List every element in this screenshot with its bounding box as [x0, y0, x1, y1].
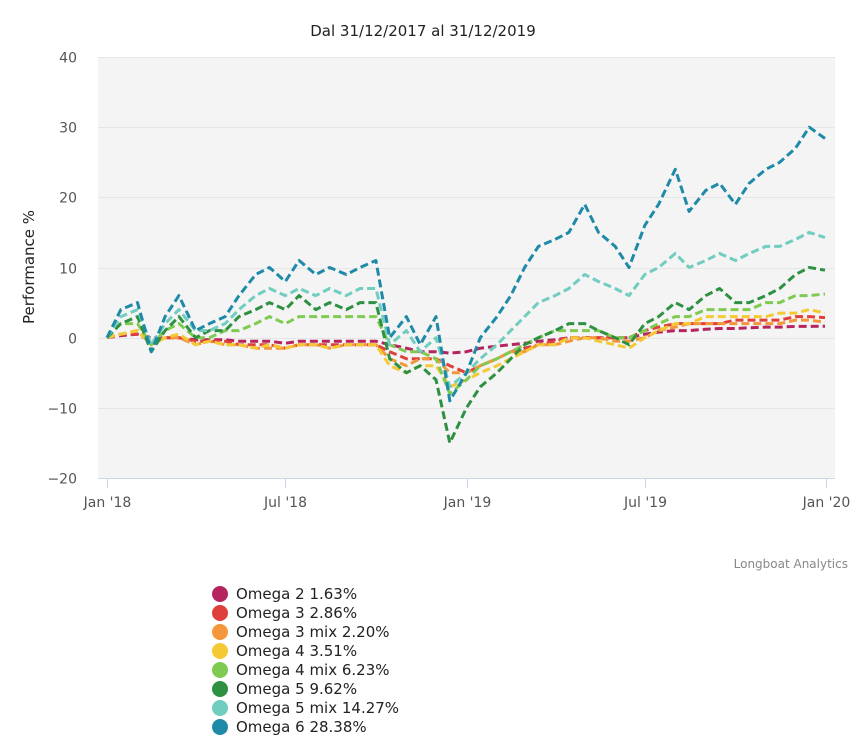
legend-label: Omega 5 9.62%	[236, 680, 357, 698]
x-axis-ticks: Jan '18 Jul '18 Jan '19 Jul '19 Jan '20	[83, 478, 851, 511]
y-axis-label: Performance %	[20, 210, 38, 324]
legend-label: Omega 3 2.86%	[236, 604, 357, 622]
legend-item[interactable]: Omega 6 28.38%	[212, 718, 367, 736]
legend-label: Omega 4 3.51%	[236, 642, 357, 660]
legend-label: Omega 4 mix 6.23%	[236, 661, 390, 679]
chart-title: Dal 31/12/2017 al 31/12/2019	[310, 22, 535, 40]
legend-label: Omega 6 28.38%	[236, 718, 367, 736]
legend-marker-icon	[212, 700, 228, 716]
y-tick-label: −10	[47, 402, 77, 418]
y-tick-label: 40	[59, 51, 77, 67]
legend-label: Omega 5 mix 14.27%	[236, 699, 399, 717]
legend-marker-icon	[212, 681, 228, 697]
y-tick-label: −20	[47, 472, 77, 488]
x-tick-label: Jul '18	[263, 495, 307, 511]
legend-item[interactable]: Omega 5 9.62%	[212, 680, 357, 698]
legend-label: Omega 3 mix 2.20%	[236, 623, 390, 641]
plot-background	[98, 57, 835, 478]
x-tick-label: Jan '20	[802, 495, 851, 511]
legend-item[interactable]: Omega 4 3.51%	[212, 642, 357, 660]
legend-marker-icon	[212, 643, 228, 659]
series-line-omega-5[interactable]	[105, 266, 826, 445]
legend-label: Omega 2 1.63%	[236, 585, 357, 603]
legend: Omega 2 1.63%Omega 3 2.86%Omega 3 mix 2.…	[212, 585, 399, 736]
y-tick-label: 0	[68, 332, 77, 348]
y-axis-ticks: −20 −10 0 10 20 30 40	[47, 51, 77, 488]
x-tick-label: Jan '18	[83, 495, 132, 511]
legend-item[interactable]: Omega 5 mix 14.27%	[212, 699, 399, 717]
legend-marker-icon	[212, 662, 228, 678]
legend-marker-icon	[212, 624, 228, 640]
y-tick-label: 30	[59, 121, 77, 137]
chart-credit[interactable]: Longboat Analytics	[734, 557, 848, 571]
legend-marker-icon	[212, 586, 228, 602]
series-line-omega-2[interactable]	[106, 324, 826, 355]
series-line-omega-4-mix[interactable]	[105, 292, 826, 396]
legend-marker-icon	[212, 719, 228, 735]
x-tick-label: Jan '19	[443, 495, 492, 511]
legend-item[interactable]: Omega 2 1.63%	[212, 585, 357, 603]
legend-item[interactable]: Omega 3 mix 2.20%	[212, 623, 390, 641]
x-tick-label: Jul '19	[623, 495, 667, 511]
y-tick-label: 10	[59, 262, 77, 278]
series-lines	[105, 125, 826, 445]
legend-item[interactable]: Omega 4 mix 6.23%	[212, 661, 390, 679]
legend-marker-icon	[212, 605, 228, 621]
series-line-omega-6[interactable]	[105, 125, 826, 403]
legend-item[interactable]: Omega 3 2.86%	[212, 604, 357, 622]
y-tick-label: 20	[59, 191, 77, 207]
